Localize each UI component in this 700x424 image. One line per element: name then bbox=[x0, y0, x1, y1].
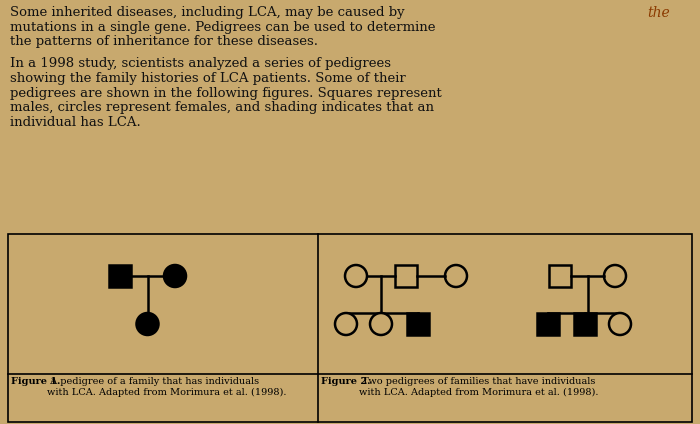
Bar bbox=[407, 313, 429, 335]
Bar bbox=[395, 265, 417, 287]
Circle shape bbox=[164, 265, 186, 287]
Bar bbox=[8, 234, 692, 422]
Text: individual has LCA.: individual has LCA. bbox=[10, 115, 141, 128]
Bar bbox=[549, 265, 571, 287]
Text: the: the bbox=[648, 6, 670, 20]
Circle shape bbox=[335, 313, 357, 335]
Bar bbox=[537, 313, 559, 335]
Circle shape bbox=[445, 265, 467, 287]
Text: Some inherited diseases, including LCA, may be caused by: Some inherited diseases, including LCA, … bbox=[10, 6, 405, 19]
Text: males, circles represent females, and shading indicates that an: males, circles represent females, and sh… bbox=[10, 101, 434, 114]
Text: Figure 2.: Figure 2. bbox=[321, 377, 370, 386]
Circle shape bbox=[345, 265, 367, 287]
Text: A pedigree of a family that has individuals
with LCA. Adapted from Morimura et a: A pedigree of a family that has individu… bbox=[47, 377, 286, 396]
Circle shape bbox=[604, 265, 626, 287]
Bar bbox=[574, 313, 596, 335]
Bar bbox=[109, 265, 131, 287]
Text: mutations in a single gene. Pedigrees can be used to determine: mutations in a single gene. Pedigrees ca… bbox=[10, 20, 435, 33]
Circle shape bbox=[370, 313, 392, 335]
Text: Two pedigrees of families that have individuals
with LCA. Adapted from Morimura : Two pedigrees of families that have indi… bbox=[359, 377, 598, 396]
Text: showing the family histories of LCA patients. Some of their: showing the family histories of LCA pati… bbox=[10, 72, 406, 85]
Text: In a 1998 study, scientists analyzed a series of pedigrees: In a 1998 study, scientists analyzed a s… bbox=[10, 58, 391, 70]
Text: pedigrees are shown in the following figures. Squares represent: pedigrees are shown in the following fig… bbox=[10, 86, 442, 100]
Circle shape bbox=[609, 313, 631, 335]
Text: the patterns of inheritance for these diseases.: the patterns of inheritance for these di… bbox=[10, 35, 318, 48]
Circle shape bbox=[136, 313, 158, 335]
Text: Figure 1.: Figure 1. bbox=[11, 377, 60, 386]
